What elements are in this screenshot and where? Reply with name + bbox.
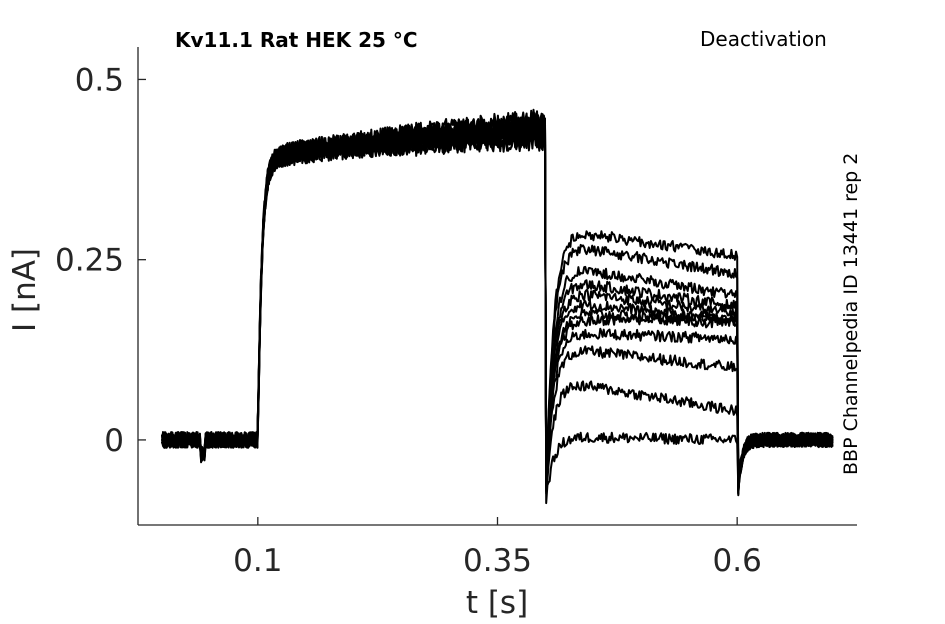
y-axis-label: I [nA] xyxy=(7,248,43,332)
trace-12 xyxy=(161,108,834,505)
x-tick-label: 0.1 xyxy=(233,543,282,579)
chart-subtitle: Deactivation xyxy=(700,27,827,51)
traces xyxy=(161,108,834,505)
y-tick-label: 0 xyxy=(104,423,124,459)
side-label: BBP Channelpedia ID 13441 rep 2 xyxy=(840,153,862,475)
x-tick-label: 0.35 xyxy=(463,543,532,579)
y-ticks: 0 0.25 0.5 xyxy=(55,62,146,459)
trace-11 xyxy=(161,110,834,495)
y-tick-label: 0.25 xyxy=(55,243,124,279)
x-tick-label: 0.6 xyxy=(713,543,762,579)
x-axis-label: t [s] xyxy=(466,585,528,621)
x-ticks: 0.1 0.35 0.6 xyxy=(233,517,762,579)
y-tick-label: 0.5 xyxy=(75,62,124,98)
chart-title: Kv11.1 Rat HEK 25 °C xyxy=(175,28,418,52)
